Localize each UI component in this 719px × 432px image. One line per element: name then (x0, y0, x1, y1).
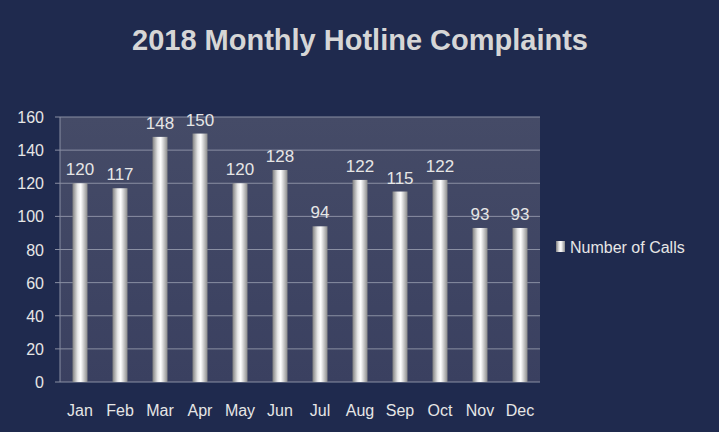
background (0, 0, 719, 432)
y-tick-label: 0 (35, 374, 44, 391)
grid-line (60, 348, 540, 349)
y-tick (55, 150, 60, 151)
y-tick (55, 183, 60, 184)
y-tick-label: 80 (26, 242, 44, 259)
bar (513, 228, 528, 382)
bars (73, 134, 528, 382)
grid-line (60, 282, 540, 283)
x-tick-label: Aug (346, 402, 374, 419)
grid-line (60, 150, 540, 151)
y-tick (55, 315, 60, 316)
bar (193, 134, 208, 382)
y-tick-label: 40 (26, 308, 44, 325)
bar (473, 228, 488, 382)
data-label: 93 (471, 205, 490, 224)
legend-swatch (556, 241, 565, 252)
x-tick-label: Mar (146, 402, 174, 419)
y-tick (55, 348, 60, 349)
data-label: 93 (511, 205, 530, 224)
y-tick-label: 60 (26, 275, 44, 292)
grid-line (60, 249, 540, 250)
bar (153, 137, 168, 382)
bar (353, 180, 368, 382)
bar (273, 170, 288, 382)
x-tick-label: Sep (386, 402, 415, 419)
data-label: 120 (226, 160, 254, 179)
y-tick (55, 249, 60, 250)
x-tick-label: May (225, 402, 255, 419)
bar (73, 183, 88, 382)
x-tick-label: Jan (67, 402, 93, 419)
x-tick-label: Dec (506, 402, 534, 419)
data-label: 150 (186, 111, 214, 130)
bar (113, 188, 128, 382)
x-tick-label: Apr (188, 402, 214, 419)
data-label: 94 (311, 203, 330, 222)
plot-area (60, 117, 540, 382)
y-tick (55, 117, 60, 118)
y-tick-label: 100 (17, 208, 44, 225)
data-label: 148 (146, 114, 174, 133)
data-label: 120 (66, 160, 94, 179)
bar (393, 192, 408, 382)
bar (433, 180, 448, 382)
y-tick (55, 282, 60, 283)
x-tick-label: Feb (106, 402, 134, 419)
x-tick-label: Jun (267, 402, 293, 419)
bar (313, 226, 328, 382)
chart-container: 2018 Monthly Hotline Complaints 0 20 40 60 80… (0, 0, 719, 432)
data-label: 122 (426, 157, 454, 176)
y-tick (55, 382, 60, 383)
data-label: 117 (106, 165, 133, 184)
data-label: 115 (386, 169, 413, 188)
legend-label: Number of Calls (570, 239, 685, 256)
grid-line (60, 315, 540, 316)
y-tick-label: 20 (26, 341, 44, 358)
grid-line (60, 382, 540, 383)
x-tick-label: Jul (310, 402, 330, 419)
grid-line (60, 216, 540, 217)
bar (233, 183, 248, 382)
x-tick-label: Nov (466, 402, 494, 419)
grid-line (60, 117, 540, 118)
y-tick-label: 160 (17, 109, 44, 126)
data-label: 122 (346, 157, 374, 176)
y-tick-label: 120 (17, 175, 44, 192)
chart-svg: 2018 Monthly Hotline Complaints 0 20 40 60 80… (0, 0, 719, 432)
y-tick-label: 140 (17, 142, 44, 159)
chart-title: 2018 Monthly Hotline Complaints (132, 24, 588, 56)
x-tick-label: Oct (428, 402, 453, 419)
y-tick (55, 216, 60, 217)
data-label: 128 (266, 147, 294, 166)
